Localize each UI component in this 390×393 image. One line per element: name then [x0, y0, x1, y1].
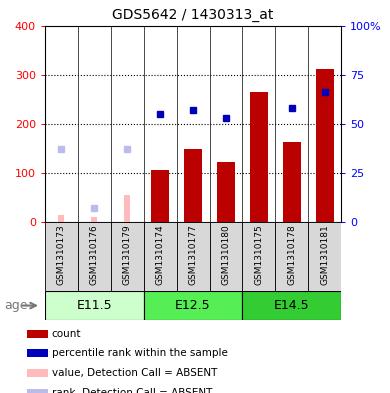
- Text: GSM1310177: GSM1310177: [188, 225, 198, 285]
- Bar: [209, 222, 243, 291]
- Text: value, Detection Call = ABSENT: value, Detection Call = ABSENT: [52, 368, 217, 378]
- Title: GDS5642 / 1430313_at: GDS5642 / 1430313_at: [112, 8, 274, 22]
- Text: E14.5: E14.5: [274, 299, 310, 312]
- Bar: [144, 222, 177, 291]
- Bar: [283, 142, 301, 222]
- Bar: [316, 69, 334, 222]
- Bar: [27, 369, 48, 377]
- Text: GSM1310173: GSM1310173: [57, 225, 66, 285]
- Bar: [58, 215, 64, 222]
- Text: rank, Detection Call = ABSENT: rank, Detection Call = ABSENT: [52, 387, 212, 393]
- Text: percentile rank within the sample: percentile rank within the sample: [52, 348, 228, 358]
- Bar: [243, 291, 341, 320]
- Text: GSM1310176: GSM1310176: [90, 225, 99, 285]
- Text: GSM1310178: GSM1310178: [287, 225, 296, 285]
- Text: E11.5: E11.5: [76, 299, 112, 312]
- Bar: [184, 149, 202, 222]
- Bar: [151, 171, 169, 222]
- Text: GSM1310179: GSM1310179: [123, 225, 132, 285]
- Bar: [27, 349, 48, 357]
- Bar: [144, 291, 243, 320]
- Bar: [27, 330, 48, 338]
- Bar: [91, 217, 98, 222]
- Bar: [177, 222, 209, 291]
- Bar: [243, 222, 275, 291]
- Text: age: age: [4, 299, 27, 312]
- Bar: [45, 291, 144, 320]
- Text: GSM1310181: GSM1310181: [320, 225, 329, 285]
- Text: GSM1310180: GSM1310180: [222, 225, 230, 285]
- Bar: [45, 222, 78, 291]
- Text: GSM1310174: GSM1310174: [156, 225, 165, 285]
- Bar: [308, 222, 341, 291]
- Bar: [217, 162, 235, 222]
- Bar: [275, 222, 308, 291]
- Text: count: count: [52, 329, 81, 339]
- Text: E12.5: E12.5: [175, 299, 211, 312]
- Bar: [78, 222, 111, 291]
- Text: GSM1310175: GSM1310175: [254, 225, 263, 285]
- Bar: [27, 389, 48, 393]
- Bar: [111, 222, 144, 291]
- Bar: [124, 195, 130, 222]
- Bar: [250, 92, 268, 222]
